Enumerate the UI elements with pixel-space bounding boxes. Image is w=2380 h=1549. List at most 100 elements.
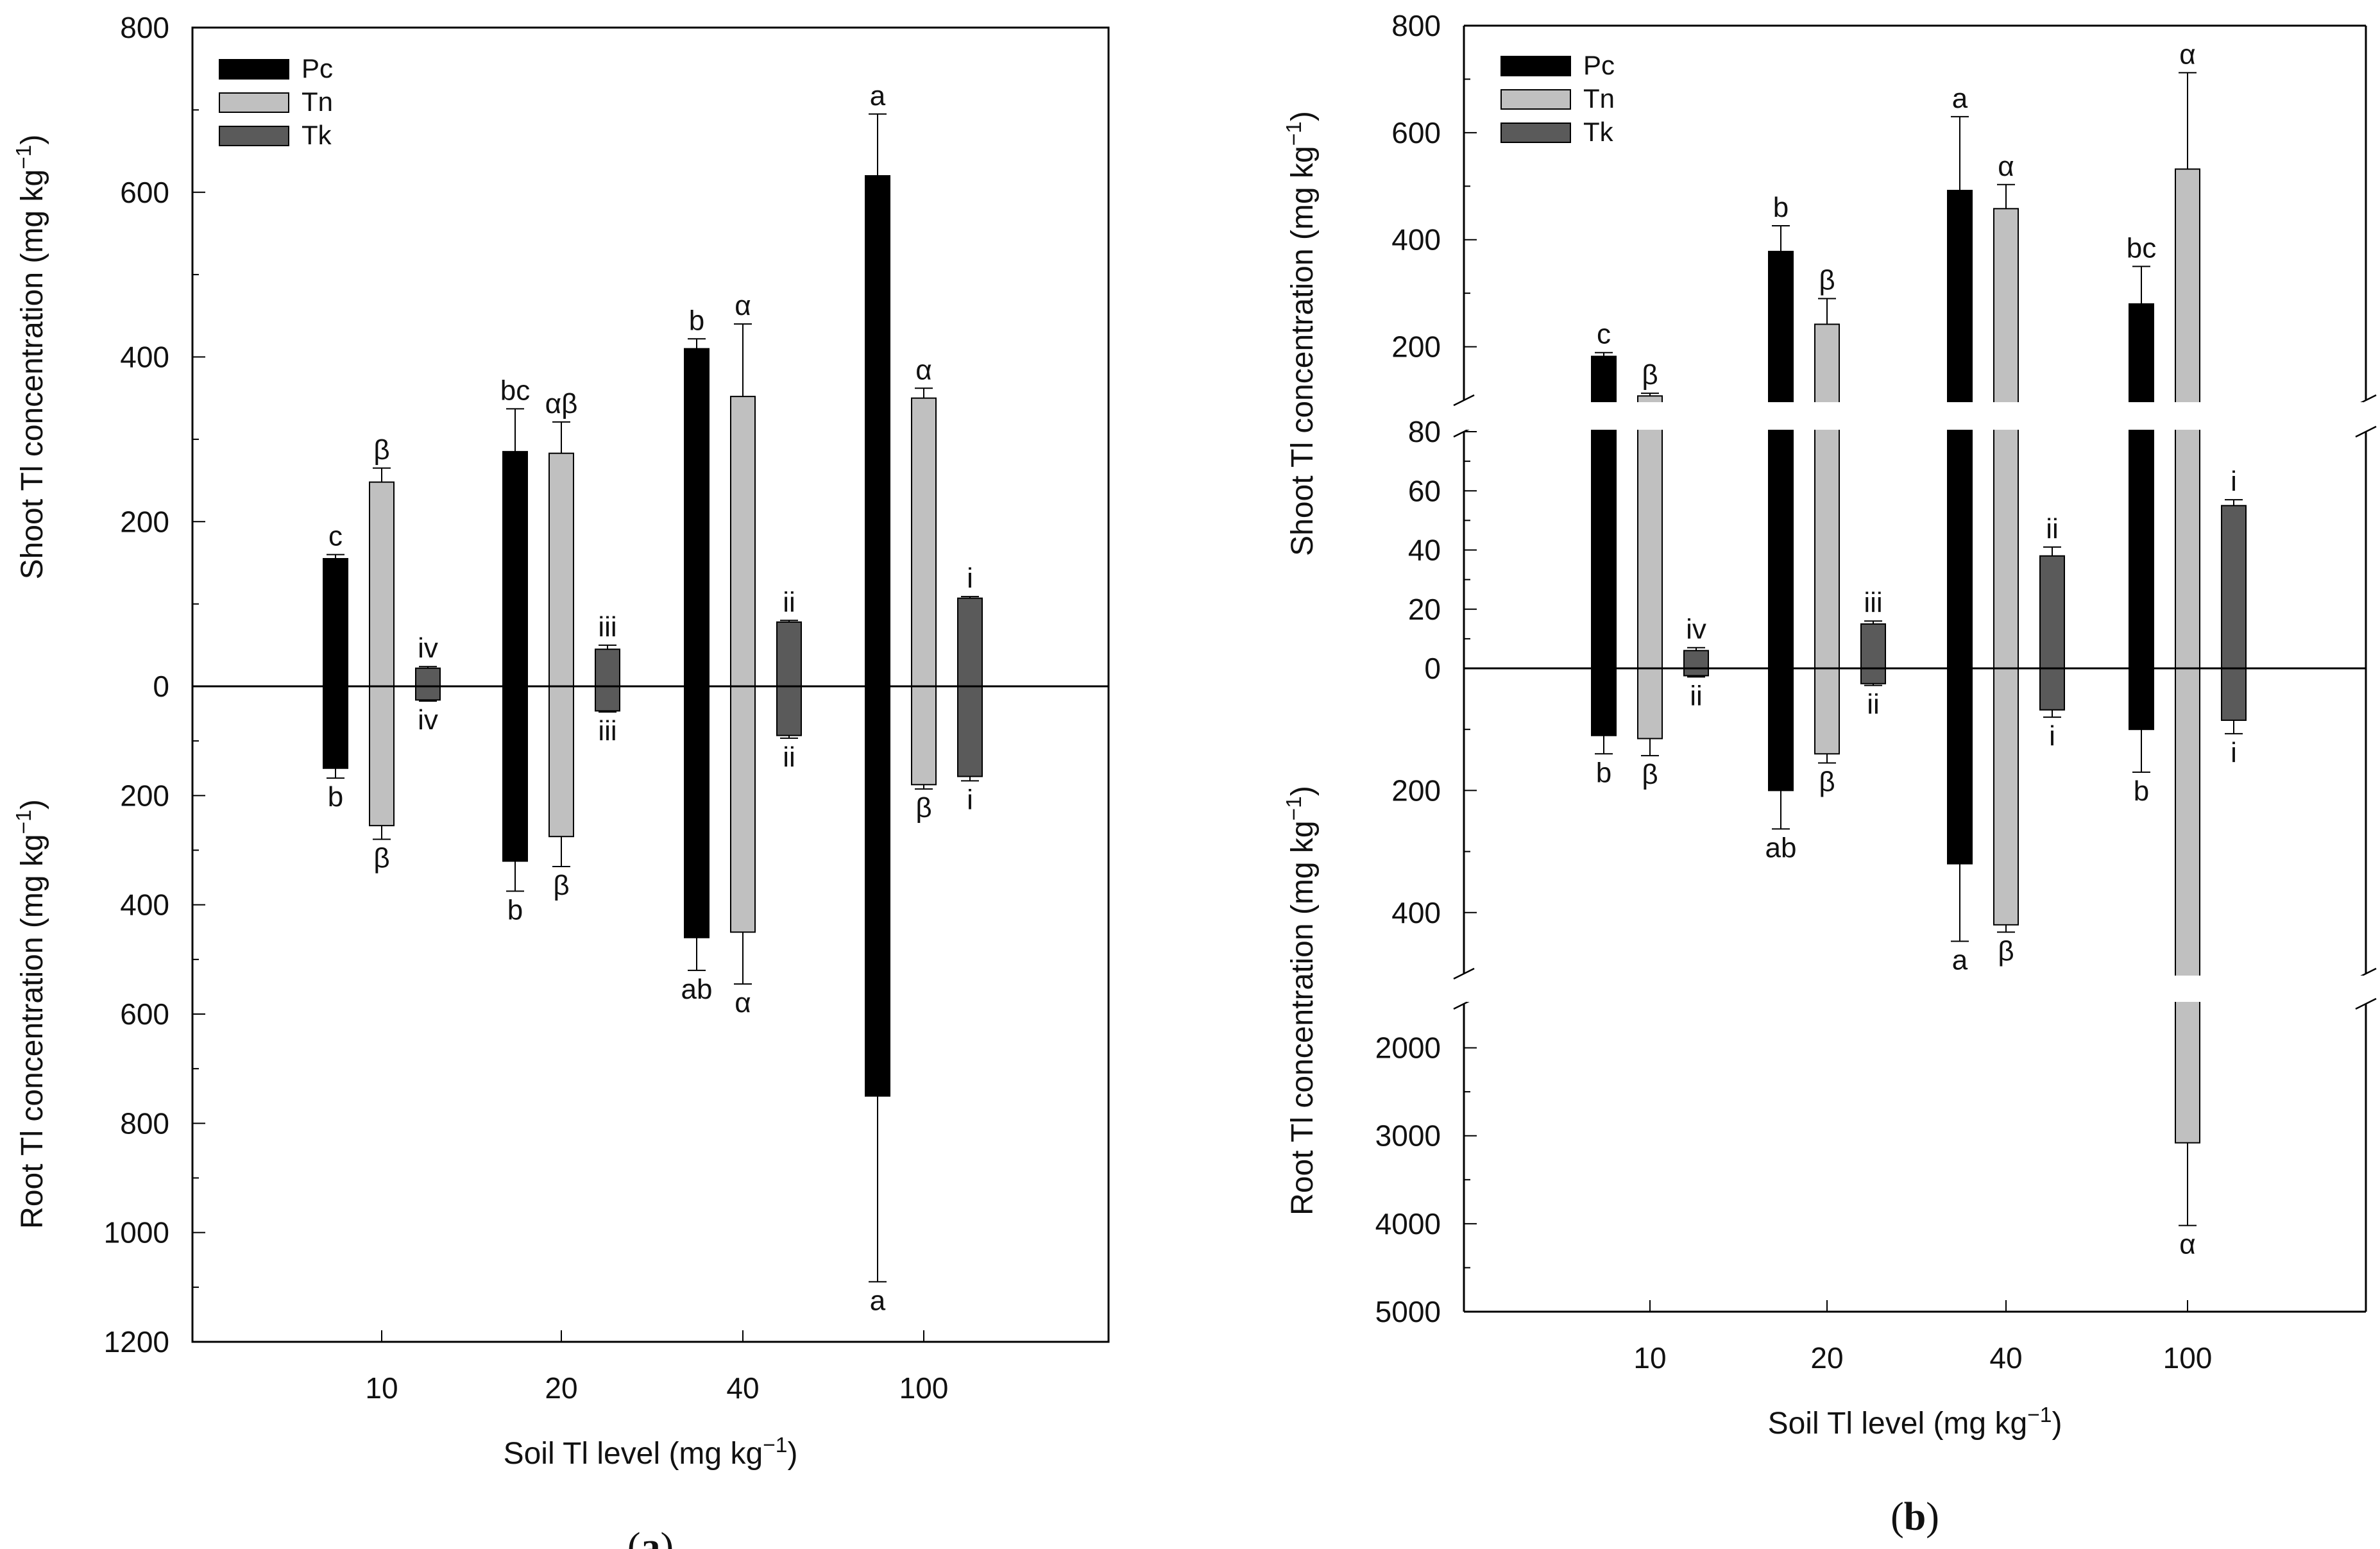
a-bar-Pc-40	[684, 348, 710, 938]
a-legend-label-Tn: Tn	[302, 87, 333, 117]
a-bar-Tn-20	[548, 452, 574, 838]
b-root-letter-Pc-40: a	[1952, 945, 1968, 976]
a-bar-Tk-100	[957, 597, 983, 777]
a-x-tick-label-20: 20	[545, 1371, 577, 1405]
b-bar-Tn-20	[1814, 323, 1840, 755]
b-bar-Tn-10	[1637, 395, 1663, 740]
b-legend-label-Tn: Tn	[1583, 83, 1615, 114]
b-y-tick-label-root-low-4000: 4000	[1375, 1207, 1441, 1240]
a-root-letter-Tn-100: β	[915, 792, 931, 824]
b-shoot-letter-Tk-10: iv	[1686, 614, 1706, 645]
a-bar-Tk-40	[776, 621, 802, 736]
a-y-axis-label-root-end: )	[15, 799, 49, 809]
a-x-tick-label-10: 10	[365, 1371, 398, 1405]
a-panel-letter: a	[641, 1525, 661, 1549]
a-y-tick-label-shoot-0: 0	[153, 670, 169, 703]
a-panel-paren-open: (	[627, 1525, 641, 1549]
b-y-axis-label-shoot-end: )	[1286, 111, 1320, 121]
b-legend-label-Tk: Tk	[1583, 117, 1614, 147]
a-y-tick-label-root-200: 200	[120, 779, 169, 812]
a-shoot-letter-Tn-10: β	[373, 434, 389, 466]
a-y-tick-label-shoot-200: 200	[120, 505, 169, 538]
b-break-mark-0-0-a	[1453, 394, 1475, 407]
b-root-letter-Tk-10: ii	[1690, 680, 1703, 711]
b-y-tick-label-shoot-600: 600	[1391, 116, 1441, 149]
b-panel-letter: b	[1904, 1495, 1926, 1539]
a-shoot-letter-Tk-40: ii	[783, 586, 795, 618]
b-shoot-letter-Tk-40: ii	[2046, 513, 2059, 545]
a-shoot-letter-Tk-10: iv	[418, 632, 438, 664]
b-shoot-letter-Tn-10: β	[1642, 359, 1658, 391]
b-legend-label-Pc: Pc	[1583, 50, 1615, 80]
b-bar-Pc-100	[2129, 303, 2154, 731]
a-root-letter-Tn-40: α	[735, 987, 751, 1019]
b-y-tick-label-shoot-low-0: 0	[1424, 652, 1441, 685]
a-legend-label-Pc: Pc	[302, 53, 333, 83]
b-y-tick-label-root-low-2000: 2000	[1375, 1031, 1441, 1065]
b-legend-swatch-Pc	[1500, 56, 1571, 76]
b-shoot-letter-Pc-10: c	[1597, 319, 1611, 350]
a-panel-paren-close: )	[661, 1525, 674, 1549]
b-y-tick-label-shoot-200: 200	[1391, 330, 1441, 364]
b-y-axis-label-shoot: Shoot Tl concentration (mg kg−1)	[1282, 111, 1320, 556]
b-y-axis-label-root-sup: −1	[1282, 796, 1306, 820]
b-axis-break-gap-1	[1466, 976, 2363, 1002]
b-root-letter-Tk-20: ii	[1867, 689, 1880, 720]
b-y-tick-label-root-low-3000: 3000	[1375, 1119, 1441, 1153]
a-root-letter-Tk-40: ii	[783, 741, 795, 773]
b-y-tick-label-shoot-800: 800	[1391, 9, 1441, 42]
b-break-mark-0-1-b	[2355, 425, 2377, 438]
a-legend-swatch-Tk	[219, 126, 289, 146]
a-y-axis-label-shoot: Shoot Tl concentration (mg kg−1)	[12, 135, 50, 580]
b-break-mark-1-1-b	[2355, 997, 2377, 1010]
b-x-tick-label-10: 10	[1633, 1341, 1666, 1375]
a-x-tick-label-40: 40	[726, 1371, 759, 1405]
a-x-axis-label: Soil Tl level (mg kg−1)	[504, 1434, 798, 1471]
a-y-tick-label-root-800: 800	[120, 1106, 169, 1140]
b-shoot-letter-Tn-40: α	[1998, 151, 2014, 182]
b-bar-Pc-40	[1947, 189, 1973, 865]
a-shoot-letter-Tn-20: αβ	[545, 388, 578, 419]
a-y-tick-label-root-400: 400	[120, 888, 169, 922]
a-shoot-letter-Pc-100: a	[870, 80, 886, 112]
a-root-letter-Pc-40: ab	[681, 974, 713, 1005]
a-root-letter-Tn-20: β	[553, 870, 569, 901]
a-bar-Tk-20	[595, 648, 620, 712]
a-y-tick-label-shoot-800: 800	[120, 11, 169, 44]
b-y-axis-label-root-end: )	[1286, 786, 1320, 796]
b-root-letter-Tn-100: α	[2179, 1229, 2195, 1260]
b-y-tick-label-root-400: 400	[1391, 896, 1441, 929]
b-x-axis-label-text: Soil Tl level (mg kg	[1768, 1407, 2028, 1441]
b-x-tick-label-40: 40	[1989, 1341, 2022, 1375]
b-x-axis-label-sup: −1	[2027, 1403, 2052, 1427]
b-x-axis-label-end: )	[2052, 1407, 2062, 1441]
b-shoot-letter-Tn-20: β	[1819, 264, 1835, 296]
a-shoot-letter-Tn-100: α	[915, 354, 931, 385]
b-root-letter-Tn-20: β	[1819, 766, 1835, 798]
b-y-tick-label-shoot-low-80: 80	[1408, 415, 1441, 448]
a-root-letter-Tk-10: iv	[418, 704, 438, 736]
b-y-tick-label-shoot-400: 400	[1391, 223, 1441, 257]
b-bar-Tn-40	[1993, 208, 2019, 926]
a-x-axis-label-text: Soil Tl level (mg kg	[504, 1437, 763, 1471]
b-y-tick-label-shoot-low-40: 40	[1408, 534, 1441, 567]
a-shoot-letter-Tk-100: i	[967, 563, 973, 594]
a-root-letter-Tn-10: β	[373, 842, 389, 874]
a-bar-Tn-100	[911, 397, 937, 786]
b-y-tick-label-root-200: 200	[1391, 774, 1441, 807]
a-y-tick-label-root-600: 600	[120, 997, 169, 1031]
b-x-axis-label: Soil Tl level (mg kg−1)	[1768, 1403, 2062, 1441]
a-shoot-letter-Tk-20: iii	[598, 611, 616, 643]
a-legend-swatch-Pc	[219, 59, 289, 80]
a-shoot-letter-Pc-20: bc	[500, 375, 530, 406]
a-y-tick-label-shoot-400: 400	[120, 341, 169, 374]
b-panel-label: (b)	[1891, 1495, 1939, 1539]
a-y-tick-label-root-1200: 1200	[104, 1325, 169, 1359]
b-x-tick-label-100: 100	[2163, 1341, 2213, 1375]
a-root-letter-Pc-20: b	[507, 894, 523, 926]
b-bar-Tk-100	[2221, 505, 2247, 721]
a-root-letter-Tk-20: iii	[598, 715, 616, 747]
a-root-letter-Pc-100: a	[870, 1285, 886, 1316]
b-shoot-letter-Pc-40: a	[1952, 83, 1968, 114]
b-root-letter-Pc-20: ab	[1765, 832, 1797, 863]
